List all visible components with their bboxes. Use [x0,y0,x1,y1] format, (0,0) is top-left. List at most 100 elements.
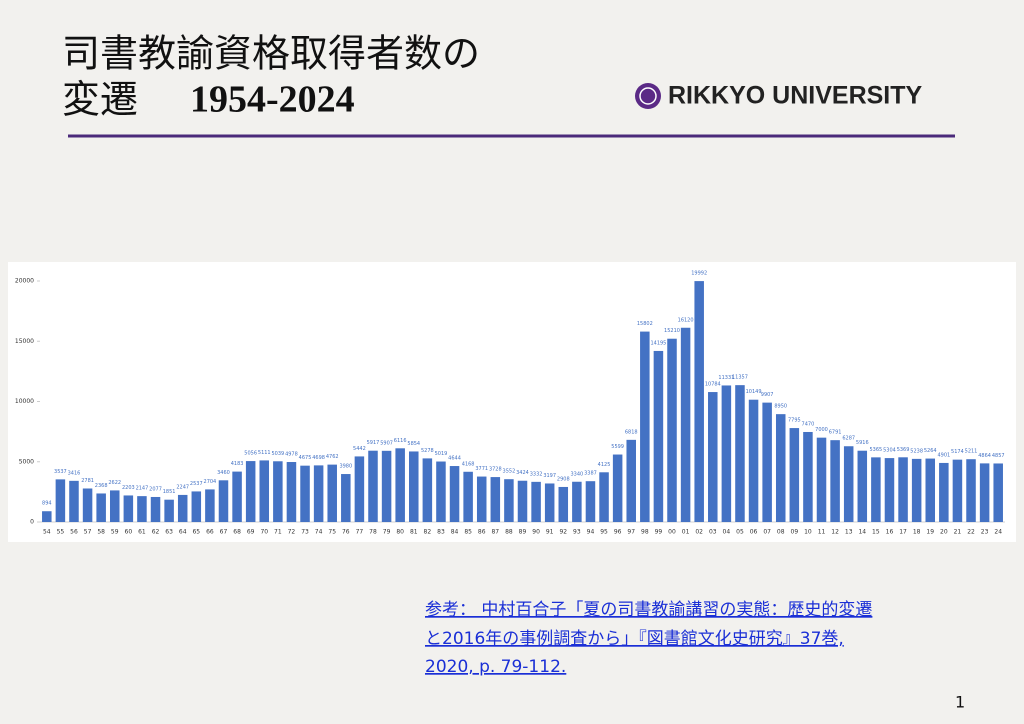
x-tick-label: 18 [913,529,921,536]
x-tick-label: 10 [804,529,812,536]
x-tick-label: 00 [668,529,676,536]
value-label: 2147 [136,486,149,492]
bar [409,451,419,522]
x-tick-label: 19 [926,529,934,536]
value-label: 3340 [570,471,583,477]
value-label: 5916 [856,440,869,446]
x-tick-label: 99 [655,529,663,536]
bar [653,350,664,522]
bar [843,446,854,522]
bar [694,281,704,522]
y-tick-label: 0 [30,519,34,526]
x-tick-label: 15 [872,529,880,536]
value-label: 6791 [829,430,842,436]
value-label: 11357 [732,375,748,381]
value-label: 9907 [761,392,774,398]
y-tick-label: 15000 [15,338,34,345]
value-label: 3552 [503,469,516,475]
bar [463,471,473,522]
value-label: 5264 [924,448,937,454]
bar [395,448,405,522]
reference-line: 2020, p. 79-112. [425,657,566,677]
bar [585,481,596,522]
bar [558,486,569,522]
bar [871,457,881,522]
value-label: 5174 [951,449,964,455]
bar [979,463,990,522]
x-tick-label: 81 [410,529,418,536]
x-tick-label: 85 [464,529,472,536]
title-years: 1954-2024 [190,79,355,121]
bar [96,493,106,522]
x-tick-label: 12 [831,529,839,536]
bar [911,458,922,522]
value-label: 5369 [897,447,910,453]
x-tick-label: 04 [723,529,731,536]
x-tick-label: 65 [192,529,200,536]
x-tick-label: 60 [125,529,133,536]
bar [830,440,840,522]
x-tick-label: 03 [709,529,717,536]
y-tick-label: 5000 [19,458,34,465]
x-tick-label: 58 [97,529,105,536]
value-label: 14195 [650,340,666,346]
bar [667,338,677,522]
value-label: 5111 [258,450,271,456]
x-tick-label: 97 [627,529,635,536]
bar [245,461,256,522]
bar [422,458,433,522]
bar [544,483,555,522]
value-label: 4168 [462,461,475,467]
value-label: 5056 [244,451,257,457]
bar [476,476,487,522]
value-label: 5917 [367,440,380,446]
x-tick-label: 79 [383,529,391,536]
bar [612,454,623,522]
x-tick-label: 77 [356,529,364,536]
x-tick-label: 09 [791,529,799,536]
x-tick-label: 07 [763,529,771,536]
bar [762,402,772,522]
x-tick-label: 98 [641,529,649,536]
value-label: 6287 [842,436,855,442]
value-label: 3387 [584,471,597,477]
bar [150,496,161,522]
x-tick-label: 21 [954,529,962,536]
bar [531,481,541,522]
value-label: 3424 [516,470,529,476]
value-label: 4125 [598,462,611,468]
value-label: 2622 [108,480,121,486]
bar [816,437,827,522]
reference-line: と2016年の事例調査から」『図書館文化史研究』37巻, [425,629,844,649]
bar [218,480,229,522]
value-label: 4644 [448,456,461,462]
value-label: 5365 [870,447,883,453]
value-label: 4183 [231,461,244,467]
x-tick-label: 61 [138,529,146,536]
x-tick-label: 69 [247,529,255,536]
value-label: 4901 [937,452,950,458]
page-number: 1 [955,693,965,712]
value-label: 5907 [380,440,393,446]
value-label: 3197 [543,473,556,479]
value-label: 5854 [407,441,420,447]
value-label: 894 [42,501,52,507]
value-label: 4978 [285,452,298,458]
x-tick-label: 90 [532,529,540,536]
x-tick-label: 70 [260,529,268,536]
bar [82,488,93,522]
value-label: 10784 [705,382,721,388]
value-label: 2203 [122,485,135,491]
x-tick-label: 24 [994,529,1002,536]
value-label: 3537 [54,469,67,475]
x-tick-label: 94 [587,529,595,536]
value-label: 11331 [718,375,734,381]
bar [205,489,215,522]
x-tick-label: 02 [695,529,703,536]
value-label: 3416 [68,470,81,476]
value-label: 6116 [394,438,407,444]
reference: 参考： 中村百合子「夏の司書教諭講習の実態：歴史的変遷 と2016年の事例調査か… [425,600,872,677]
y-tick-label: 10000 [15,398,34,405]
x-tick-label: 86 [478,529,486,536]
